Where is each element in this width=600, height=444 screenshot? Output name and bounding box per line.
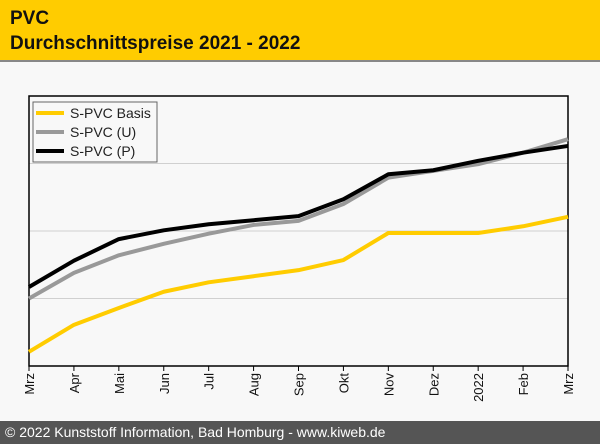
x-tick-label: Nov (381, 373, 396, 397)
x-tick-label: Aug (247, 373, 262, 396)
page-title: PVC (10, 8, 50, 29)
header-banner: PVC Durchschnittspreise 2021 - 2022 (0, 0, 600, 62)
page-subtitle: Durchschnittspreise 2021 - 2022 (10, 33, 301, 54)
legend-label: S-PVC Basis (70, 105, 151, 121)
x-tick-label: Mrz (22, 373, 37, 395)
x-tick-label: Apr (67, 372, 82, 393)
x-tick-label: Sep (292, 373, 307, 396)
x-tick-label: Okt (336, 373, 351, 394)
x-tick-label: Mrz (561, 373, 576, 395)
x-tick-label: 2022 (471, 373, 486, 402)
x-tick-label: Jun (157, 373, 172, 394)
x-tick-label: Mai (112, 373, 127, 394)
legend-label: S-PVC (P) (70, 143, 135, 159)
series-line-s-pvc-p- (27, 143, 569, 289)
legend-label: S-PVC (U) (70, 124, 136, 140)
series-line-s-pvc-basis (27, 214, 569, 354)
x-tick-label: Jul (202, 373, 217, 390)
series-line-s-pvc-u- (28, 137, 569, 301)
x-tick-label: Dez (426, 373, 441, 396)
footer-copyright: © 2022 Kunststoff Information, Bad Hombu… (0, 421, 600, 444)
x-tick-label: Feb (516, 373, 531, 395)
